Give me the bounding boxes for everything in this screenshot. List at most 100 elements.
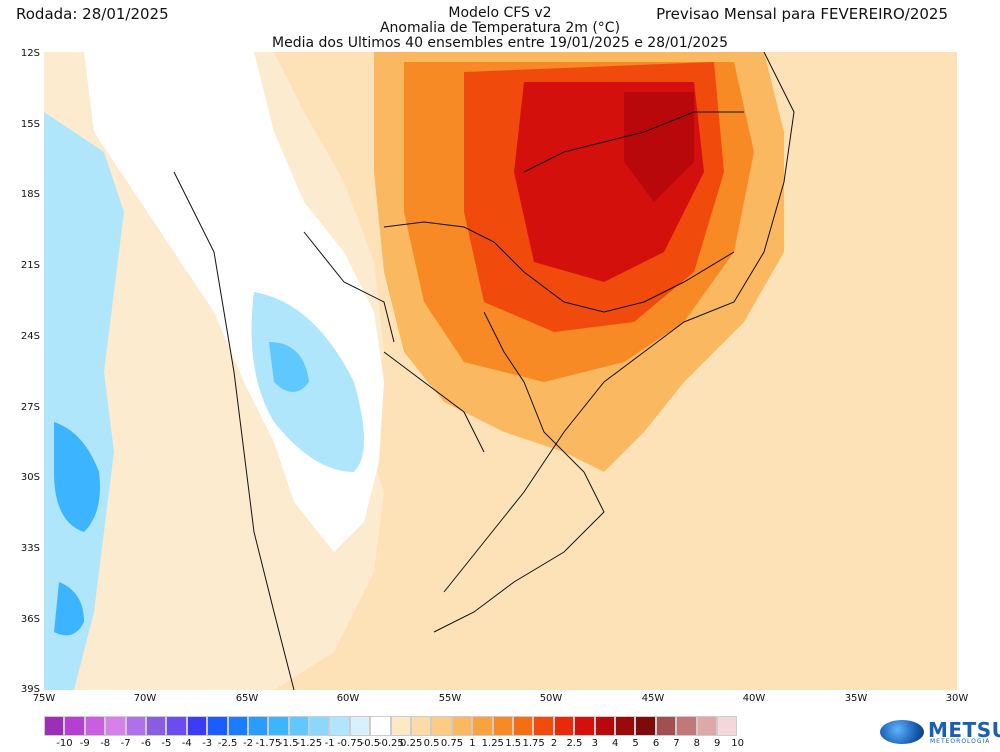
lat-label: 36S — [20, 614, 40, 625]
colorbar-label: 3 — [591, 738, 598, 749]
lon-label: 30W — [945, 693, 969, 704]
lon-label: 45W — [641, 693, 665, 704]
anomaly-map — [44, 52, 957, 690]
colorbar-label: -7 — [120, 738, 131, 749]
colorbar-swatch — [533, 716, 554, 736]
colorbar-label: 4 — [612, 738, 619, 749]
colorbar-swatch — [166, 716, 187, 736]
colorbar-swatch — [186, 716, 208, 736]
colorbar-label: 0.75 — [440, 738, 464, 749]
globe-icon — [880, 720, 924, 744]
model-name: Modelo CFS v2 — [448, 5, 552, 21]
lon-label: 50W — [539, 693, 563, 704]
lon-label: 35W — [844, 693, 868, 704]
lat-label: 12S — [20, 48, 40, 59]
lon-label: 40W — [742, 693, 766, 704]
colorbar-label: -2 — [243, 738, 253, 749]
lat-label: 27S — [20, 402, 40, 413]
colorbar-swatch — [247, 716, 269, 736]
colorbar-label: -1 — [324, 738, 335, 749]
colorbar-swatch — [268, 716, 289, 736]
colorbar-swatch — [635, 716, 656, 736]
colorbar-label: -1.5 — [279, 738, 299, 749]
anomaly-cold-core-interior — [269, 342, 309, 392]
colorbar-label: -0.25 — [377, 738, 404, 749]
colorbar-swatch — [44, 716, 65, 736]
colorbar-swatch — [676, 716, 697, 736]
colorbar-label: -1.25 — [296, 738, 323, 749]
colorbar-swatch — [431, 716, 452, 736]
political-boundaries — [173, 52, 795, 690]
colorbar-label: 0.25 — [400, 738, 423, 749]
colorbar-swatch — [207, 716, 228, 736]
colorbar-swatch — [370, 716, 391, 736]
colorbar-swatch — [64, 716, 85, 736]
lon-label: 75W — [32, 693, 56, 704]
colorbar-swatch — [411, 716, 432, 736]
anomaly-field-cool-west — [44, 112, 124, 690]
colorbar-label: -2.5 — [217, 738, 238, 749]
lat-label: 24S — [20, 331, 40, 342]
anomaly-cold-core-west — [54, 422, 100, 532]
colorbar-swatch — [512, 716, 534, 736]
run-date: Rodada: 28/01/2025 — [16, 5, 169, 23]
variable-title: Anomalia de Temperatura 2m (°C) — [379, 20, 621, 36]
colorbar-label: -9 — [79, 738, 90, 749]
colorbar-label: 6 — [652, 738, 660, 749]
colorbar-label: 10 — [731, 738, 744, 749]
lon-label: 55W — [438, 693, 462, 704]
colorbar-swatch — [390, 716, 412, 736]
colorbar-swatch — [594, 716, 615, 736]
colorbar-swatch — [655, 716, 677, 736]
colorbar-swatch — [329, 716, 350, 736]
forecast-title: Previsao Mensal para FEVEREIRO/2025 — [656, 5, 948, 23]
colorbar-label: 1.25 — [481, 738, 504, 749]
lat-label: 15S — [20, 119, 40, 130]
colorbar-swatch — [84, 716, 106, 736]
colorbar-swatch — [553, 716, 575, 736]
colorbar-swatch — [288, 716, 310, 736]
logo-text: METSUL — [928, 718, 1000, 742]
colorbar-label: -5 — [161, 738, 172, 749]
lat-label: 21S — [20, 260, 40, 271]
colorbar-label: -3 — [202, 738, 213, 749]
colorbar-label: 7 — [673, 738, 680, 749]
colorbar-swatch — [472, 716, 493, 736]
colorbar-swatch — [105, 716, 126, 736]
lat-label: 30S — [20, 472, 40, 483]
colorbar-label: 2 — [550, 738, 558, 749]
colorbar-swatch — [145, 716, 167, 736]
anomaly-cold-core-southwest — [54, 582, 84, 636]
colorbar-label: 1 — [469, 738, 476, 749]
colorbar-swatch — [716, 716, 738, 736]
lat-label: 18S — [20, 189, 40, 200]
colorbar-label: 2.5 — [566, 738, 583, 749]
lon-label: 60W — [336, 693, 360, 704]
colorbar-label: -10 — [56, 738, 73, 749]
lat-label: 33S — [20, 543, 40, 554]
colorbar-swatch — [349, 716, 371, 736]
lon-label: 70W — [133, 693, 157, 704]
colorbar-label: -6 — [141, 738, 151, 749]
colorbar-label: -0.5 — [360, 738, 381, 749]
metsul-logo: METSUL METEOROLOGIA — [880, 718, 1000, 746]
colorbar-label: 0.5 — [423, 738, 440, 749]
lon-label: 65W — [235, 693, 259, 704]
ensemble-description: Media dos Ultimos 40 ensembles entre 19/… — [272, 35, 728, 51]
colorbar-label: -0.75 — [337, 738, 363, 749]
colorbar-swatch — [227, 716, 248, 736]
colorbar-swatch — [451, 716, 473, 736]
colorbar-label: -1.75 — [255, 738, 282, 749]
colorbar-label: -8 — [100, 738, 111, 749]
colorbar-label: 8 — [693, 738, 700, 749]
colorbar-label: 5 — [632, 738, 639, 749]
colorbar-swatch — [614, 716, 636, 736]
lat-label: 39S — [20, 684, 40, 695]
colorbar-label: 1.75 — [522, 738, 545, 749]
colorbar-swatch — [492, 716, 513, 736]
logo-subtitle: METEOROLOGIA — [930, 738, 991, 745]
colorbar-swatch — [696, 716, 717, 736]
colorbar-label: 1.5 — [505, 738, 522, 749]
colorbar-swatch — [125, 716, 146, 736]
colorbar-swatch — [574, 716, 595, 736]
